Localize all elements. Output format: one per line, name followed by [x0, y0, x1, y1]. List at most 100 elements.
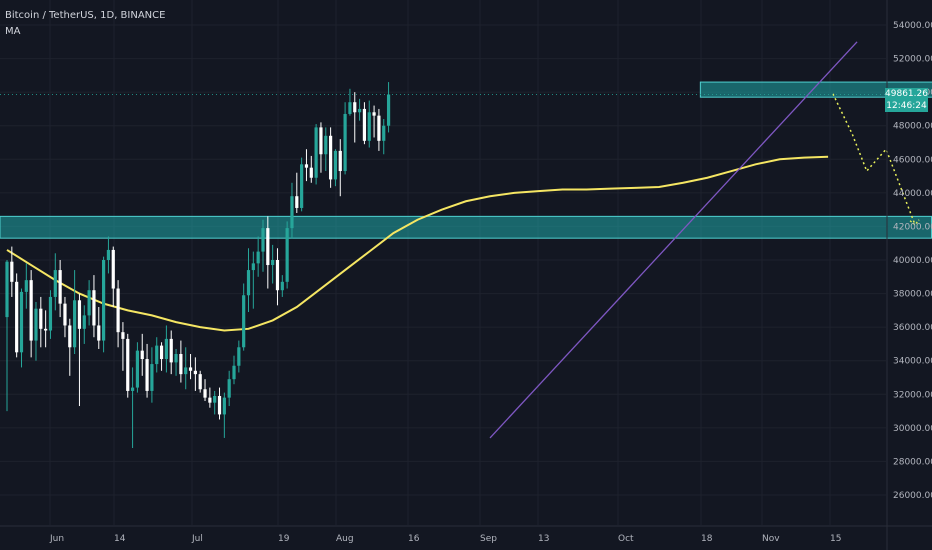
time-tick-label: 19	[278, 534, 290, 544]
time-axis[interactable]: Jun 14 Jul 19 Aug 16 Sep 13 Oct 18 Nov 15	[0, 525, 932, 544]
symbol-title[interactable]: Bitcoin / TetherUS, 1D, BINANCE	[5, 10, 166, 21]
candle-body	[44, 328, 48, 331]
candle-body	[169, 338, 173, 363]
candle-body	[333, 150, 338, 180]
candle-body	[179, 354, 183, 375]
price-tick-label: 48000.00	[893, 122, 932, 132]
time-tick-label: 13	[538, 534, 549, 544]
supply-demand-zone	[0, 215, 932, 239]
candle-body	[164, 338, 168, 360]
candle-body	[217, 395, 222, 415]
candle-body	[82, 315, 86, 329]
time-tick-label: Nov	[762, 534, 780, 544]
price-tick-label: 36000.00	[893, 323, 932, 333]
drawings	[0, 41, 920, 439]
candle-body	[140, 350, 144, 360]
price-tick-label: 54000.00	[893, 21, 932, 31]
candle-body	[106, 249, 111, 260]
candle-body	[19, 291, 24, 353]
candle-body	[213, 395, 217, 403]
candle-body	[198, 374, 202, 390]
ma-line	[6, 155, 829, 332]
time-tick-label: 15	[830, 534, 841, 544]
indicator-label[interactable]: MA	[5, 26, 21, 37]
candle-body	[261, 228, 265, 252]
projection-path	[832, 93, 916, 226]
price-tick-label: 46000.00	[893, 155, 932, 165]
candle-body	[232, 365, 236, 380]
time-tick-label: Oct	[618, 534, 634, 544]
candle-body	[222, 397, 226, 415]
price-tick-label: 34000.00	[893, 357, 932, 367]
candle-body	[382, 125, 386, 141]
candle-body	[10, 261, 14, 282]
candle-body	[77, 300, 82, 329]
time-tick-label: Sep	[480, 534, 497, 544]
candle-body	[386, 94, 391, 126]
candle-body	[159, 345, 164, 360]
candle-body	[174, 354, 178, 363]
candle-body	[184, 367, 188, 375]
time-tick-label: 14	[114, 534, 126, 544]
last-price-value: 49861.26	[885, 89, 928, 100]
candle-body	[300, 164, 304, 208]
candle-body	[111, 249, 115, 289]
candle-body	[377, 115, 381, 141]
candle-body	[24, 280, 28, 292]
time-tick-label: Jul	[191, 534, 203, 544]
price-tick-label: 26000.00	[893, 491, 932, 501]
chart-legend: Bitcoin / TetherUS, 1D, BINANCE MA	[5, 8, 165, 40]
candle-body	[39, 308, 43, 329]
candle-body	[319, 127, 323, 155]
candle-body	[295, 196, 299, 208]
candle-body	[126, 338, 130, 391]
candle-body	[150, 364, 154, 391]
time-tick-label: 18	[701, 534, 713, 544]
candle-body	[338, 150, 342, 172]
candle-body	[188, 367, 193, 371]
price-tick-label: 40000.00	[893, 256, 932, 266]
candle-body	[266, 228, 270, 266]
candle-body	[203, 389, 207, 398]
candle-body	[73, 300, 77, 348]
candle-body	[116, 288, 120, 333]
candle-body	[251, 263, 255, 271]
candle-body	[256, 251, 260, 264]
candle-body	[275, 260, 280, 291]
candle-body	[353, 102, 357, 113]
candle-body	[227, 379, 231, 398]
candle-body	[92, 290, 96, 326]
time-tick-label: 16	[408, 534, 420, 544]
candle-body	[208, 397, 212, 403]
price-tick-label: 44000.00	[893, 189, 932, 199]
candle-body	[314, 127, 318, 178]
candle-body	[102, 260, 106, 341]
candle-body	[63, 303, 67, 326]
candle-body	[362, 108, 367, 141]
candle-body	[5, 261, 9, 318]
candle-body	[34, 308, 38, 341]
supply-demand-zone	[699, 81, 932, 98]
candle-body	[304, 164, 309, 168]
price-tick-label: 38000.00	[893, 290, 932, 300]
zones	[0, 81, 932, 239]
price-tick-label: 32000.00	[893, 390, 932, 400]
price-tick-label: 42000.00	[893, 222, 932, 232]
moving-average	[6, 155, 829, 332]
candle-body	[246, 270, 251, 296]
time-tick-label: Aug	[336, 534, 354, 544]
candle-body	[280, 281, 284, 291]
candle-body	[48, 296, 53, 331]
candle-body	[15, 281, 19, 353]
candle-body	[357, 108, 362, 113]
candle-body	[130, 387, 135, 391]
candle-body	[348, 102, 352, 114]
candle-body	[87, 290, 91, 316]
price-tick-label: 28000.00	[893, 457, 932, 467]
candle-body	[237, 347, 241, 366]
candle-body	[285, 228, 289, 282]
last-price-tag: 49861.26 12:46:24	[885, 88, 928, 113]
trend-line	[489, 41, 858, 439]
candle-body	[193, 370, 197, 375]
